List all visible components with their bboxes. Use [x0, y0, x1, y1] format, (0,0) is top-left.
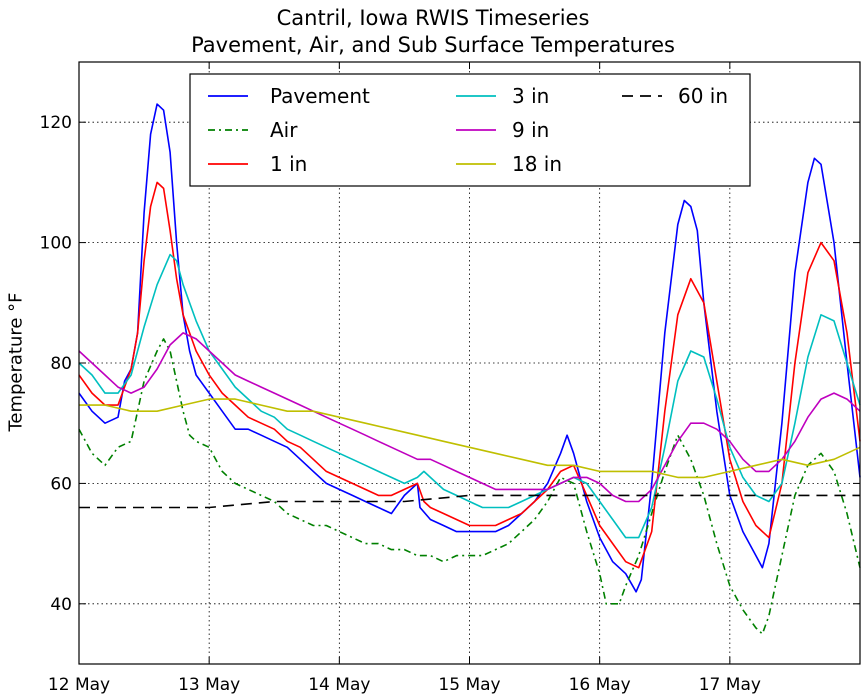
legend-label-1: Air [270, 118, 298, 142]
legend-label-2: 1 in [270, 152, 307, 176]
series-line-6 [79, 494, 860, 509]
x-tick-label: 16 May [569, 675, 631, 695]
legend-label-3: 3 in [512, 84, 549, 108]
y-tick-label: 40 [50, 595, 72, 615]
y-tick-label: 120 [40, 113, 72, 133]
x-tick-label: 17 May [699, 675, 761, 695]
x-tick-label: 13 May [178, 675, 240, 695]
legend-label-6: 60 in [678, 84, 728, 108]
y-tick-label: 100 [40, 234, 72, 254]
series-line-3 [78, 253, 861, 539]
y-tick-label: 60 [50, 474, 72, 494]
series-line-2 [78, 181, 861, 569]
x-tick-label: 12 May [48, 675, 110, 695]
chart-title: Cantril, Iowa RWIS Timeseries [276, 6, 590, 30]
x-tick-label: 14 May [308, 675, 370, 695]
legend-label-5: 18 in [512, 152, 562, 176]
axes: 12 May 13 May 14 May 15 May 16 May 17 May 40 60… [40, 61, 861, 695]
y-tick-label: 80 [50, 354, 72, 374]
x-tick-label: 15 May [438, 675, 500, 695]
legend: Pavement Air 1 in 3 in 9 in 18 in 60 in [189, 73, 751, 187]
series-line-1 [78, 338, 861, 635]
legend-label-0: Pavement [270, 84, 370, 108]
series-lines [78, 103, 861, 635]
series-line-5 [79, 398, 861, 479]
legend-label-4: 9 in [512, 118, 549, 142]
chart-subtitle: Pavement, Air, and Sub Surface Temperatu… [191, 33, 675, 57]
series-line-0 [78, 103, 861, 593]
series-line-4 [78, 332, 861, 503]
